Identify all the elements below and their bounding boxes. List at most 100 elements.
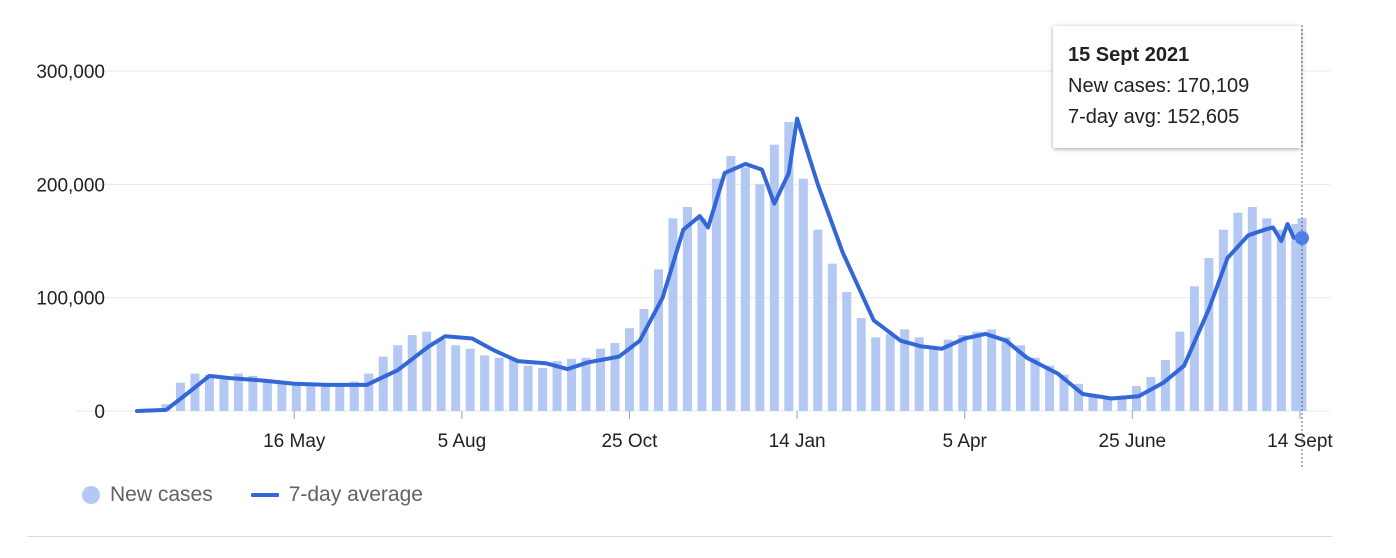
new-cases-bar [726,156,736,411]
new-cases-bar [378,356,388,411]
new-cases-bar [581,357,591,411]
hover-point [1295,231,1309,246]
new-cases-bar [1030,357,1040,411]
new-cases-bar [1233,212,1243,411]
new-cases-bar [320,386,330,411]
new-cases-bar [755,184,765,411]
new-cases-bar [248,375,258,411]
new-cases-bar [1247,207,1257,411]
new-cases-bar [711,178,721,411]
new-cases-bar [1276,229,1286,411]
new-cases-bar [451,345,461,411]
new-cases-bar [1131,386,1141,411]
new-cases-bar [987,329,997,411]
new-cases-bar [1016,345,1026,411]
tooltip-date: 15 Sept 2021 [1068,44,1190,66]
new-cases-bar [813,229,823,411]
new-cases-bar [653,269,663,411]
new-cases-bar [1074,383,1084,411]
x-tick-label: 25 Oct [601,431,658,452]
new-cases-bar [1146,377,1156,411]
new-cases-bar [697,218,707,411]
legend-swatch-new-cases [82,486,100,504]
new-cases-bar [262,379,272,411]
x-tick-label: 14 Sept [1267,431,1333,452]
y-tick-label: 200,000 [36,175,105,196]
x-tick-label: 14 Jan [769,431,826,452]
new-cases-bar [972,331,982,411]
new-cases-bar [523,365,533,411]
new-cases-bar [682,207,692,411]
new-cases-bar [364,373,374,411]
new-cases-bar [639,309,649,411]
new-cases-bar [740,167,750,411]
x-tick-label: 25 June [1099,431,1167,452]
new-cases-bar [1117,396,1127,411]
y-axis: 300,000 200,000 100,000 0 [36,62,105,423]
new-cases-bar [943,339,953,411]
legend-label-7-day-average: 7-day average [288,483,423,506]
new-cases-bar [798,178,808,411]
new-cases-bar [219,377,229,411]
new-cases-bar [335,384,345,411]
new-cases-bar [1262,218,1272,411]
seven-day-average-line [135,116,1304,413]
new-cases-bar [1291,224,1301,411]
hover-indicator [1295,25,1309,468]
new-cases-bar [929,347,939,411]
new-cases-bar [306,383,316,411]
legend-item-7-day-average[interactable]: 7-day average [250,483,423,507]
new-cases-bar [291,384,301,411]
legend: New cases 7-day average [82,483,461,507]
legend-item-new-cases[interactable]: New cases [82,483,213,507]
new-cases-bar [494,357,504,411]
new-cases-bar [480,355,490,411]
new-cases-bar [277,382,287,411]
new-cases-bar [624,328,634,411]
new-cases-bar [900,329,910,411]
new-cases-bar [422,331,432,411]
new-cases-bar [914,337,924,411]
seven-day-average-path [135,116,1304,413]
new-cases-bar [668,218,678,411]
new-cases-bar [856,318,866,411]
x-tick-label: 5 Apr [943,431,988,452]
new-cases-bar [552,361,562,411]
new-cases-bar [784,122,794,411]
new-cases-bar [538,367,548,411]
new-cases-bar [567,358,577,411]
divider [27,536,1332,537]
new-cases-bar [871,337,881,411]
new-cases-bar [1001,337,1011,411]
new-cases-bar [1045,365,1055,411]
y-tick-label: 100,000 [36,289,105,310]
tooltip: 15 Sept 2021 New cases: 170,109 7-day av… [1053,26,1301,148]
new-cases-bar [1189,286,1199,411]
new-cases-bar [1160,360,1170,411]
new-cases-bar [436,339,446,411]
new-cases-bar [769,144,779,411]
new-cases-bar [204,374,214,411]
x-tick-label: 5 Aug [438,431,487,452]
new-cases-bar [596,348,606,411]
new-cases-bar [393,345,403,411]
legend-label-new-cases: New cases [110,483,213,506]
tooltip-new-cases: New cases: 170,109 [1068,75,1250,97]
new-cases-bar [1059,374,1069,411]
legend-swatch-7-day-average [250,493,279,497]
new-cases-bar [1204,258,1214,411]
new-cases-bar [958,335,968,411]
new-cases-bar [190,373,200,411]
new-cases-bar [1088,395,1098,411]
new-cases-bars [132,122,1307,411]
tooltip-average: 7-day avg: 152,605 [1068,106,1240,128]
new-cases-bar [1218,229,1228,411]
new-cases-bar [842,292,852,411]
new-cases-bar [349,381,359,411]
x-tick-label: 16 May [263,431,326,452]
new-cases-bar [233,373,243,411]
new-cases-bar [509,358,519,411]
new-cases-bar [610,343,620,411]
y-tick-label: 0 [94,402,105,423]
